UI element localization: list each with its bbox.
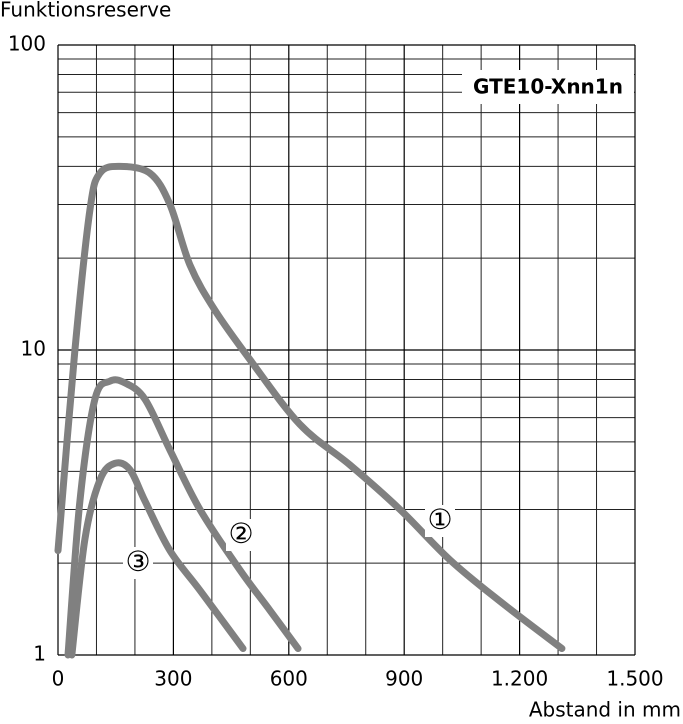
chart-title: GTE10-Xnn1n: [473, 75, 623, 99]
y-axis-label: Funktionsreserve: [0, 0, 171, 22]
x-tick-label: 0: [52, 667, 65, 691]
x-tick-label: 1.200: [491, 667, 548, 691]
x-axis-label: Abstand in mm: [529, 698, 681, 721]
curve-label-bg: [123, 547, 153, 579]
y-tick-label: 1: [33, 642, 46, 666]
curve-label-bg: [425, 505, 455, 537]
x-tick-label: 300: [154, 667, 192, 691]
curve: [68, 459, 247, 659]
x-tick-label: 600: [270, 667, 308, 691]
curve: [54, 162, 566, 653]
curve-label: ①: [427, 503, 452, 536]
x-tick-label: 1.500: [606, 667, 663, 691]
curve-label-bg: [226, 519, 256, 551]
title-box: [462, 70, 634, 104]
y-tick-label: 100: [8, 32, 46, 56]
curve: [64, 376, 302, 659]
curve-label: ②: [228, 517, 253, 550]
x-tick-label: 900: [385, 667, 423, 691]
curve-label: ③: [125, 545, 150, 578]
y-tick-label: 10: [21, 337, 46, 361]
